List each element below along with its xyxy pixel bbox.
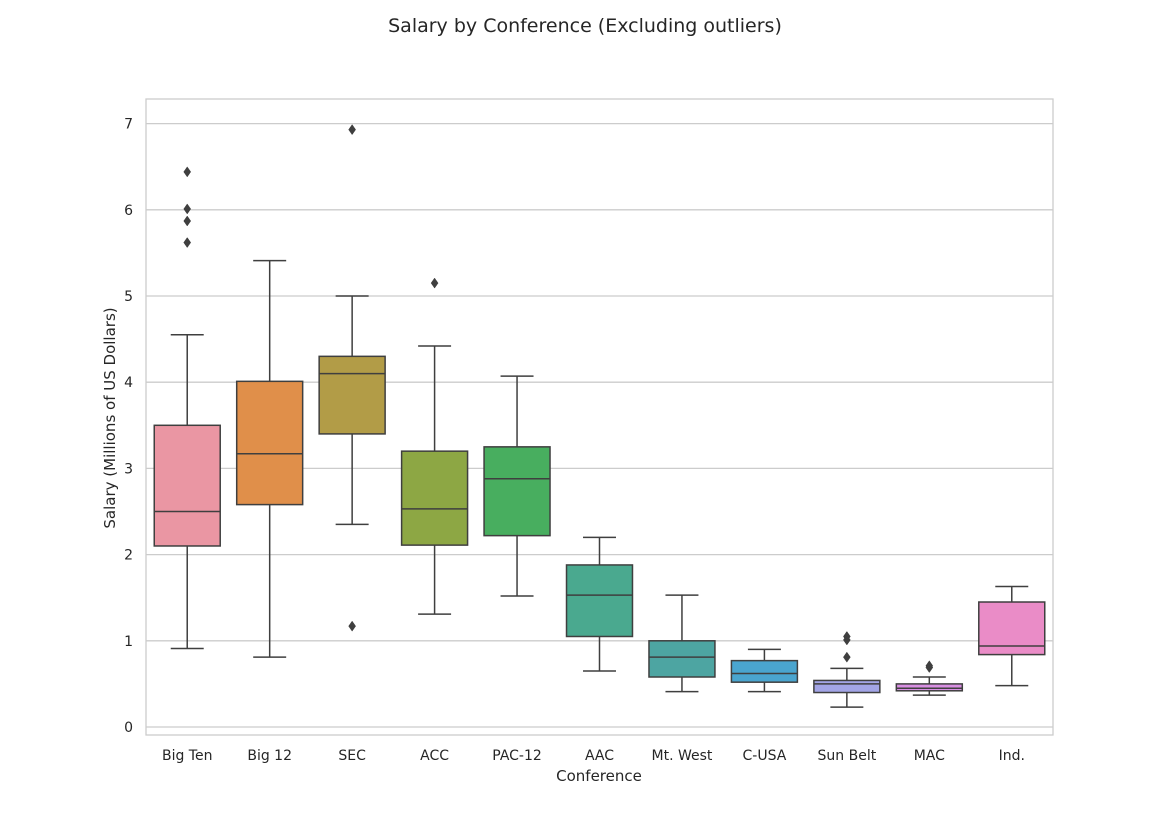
x-tick-1: Big 12: [247, 748, 292, 764]
box-iqr-5: [565, 564, 634, 638]
x-tick-0: Big Ten: [162, 748, 213, 764]
x-tick-2: SEC: [338, 748, 366, 764]
x-tick-labels: Big Ten Big 12 SEC ACC PAC-12 AAC Mt. West C-US…: [162, 748, 1025, 764]
x-tick-10: Ind.: [999, 748, 1025, 764]
y-tick-3: 3: [124, 461, 133, 477]
y-tick-6: 6: [124, 203, 133, 219]
y-tick-labels: 0 1 2 3 4 5 6 7: [124, 117, 133, 736]
box-group-2: [318, 124, 386, 632]
box-group-4: [483, 375, 551, 597]
box-iqr-9: [895, 683, 964, 692]
box-group-6: [648, 594, 716, 693]
x-tick-3: ACC: [420, 748, 449, 764]
y-tick-7: 7: [124, 117, 133, 133]
outlier-9-1: [925, 660, 934, 672]
x-tick-5: AAC: [585, 748, 614, 764]
box-group-3: [400, 277, 469, 615]
x-axis-label: Conference: [556, 767, 642, 785]
plot-frame: [145, 98, 1054, 736]
box-group-7: [730, 648, 799, 693]
box-group-5: [565, 536, 634, 672]
y-tick-2: 2: [124, 548, 133, 564]
box-group-1: [235, 259, 304, 658]
box-group-0: [153, 166, 221, 650]
y-tick-0: 0: [124, 720, 133, 736]
x-tick-9: MAC: [914, 748, 945, 764]
outlier-0-1: [183, 215, 192, 227]
x-tick-6: Mt. West: [652, 748, 713, 764]
box-iqr-7: [730, 659, 799, 683]
y-tick-1: 1: [124, 634, 133, 650]
y-tick-4: 4: [124, 375, 133, 391]
box-iqr-6: [648, 640, 716, 678]
box-iqr-1: [235, 380, 304, 506]
box-iqr-3: [400, 450, 469, 546]
x-tick-4: PAC-12: [492, 748, 542, 764]
chart-title: Salary by Conference (Excluding outliers…: [388, 15, 782, 37]
y-axis-label: Salary (Millions of US Dollars): [101, 307, 119, 528]
outlier-0-0: [183, 237, 192, 248]
outlier-8-0: [843, 651, 851, 663]
y-tick-5: 5: [124, 289, 133, 305]
outlier-8-2: [843, 631, 851, 642]
outlier-2-0: [348, 620, 356, 632]
outlier-3-0: [430, 277, 439, 289]
box-group-9: [895, 660, 964, 696]
box-iqr-2: [318, 355, 386, 435]
x-tick-7: C-USA: [743, 748, 787, 764]
box-group-8: [813, 631, 881, 708]
x-tick-8: Sun Belt: [818, 748, 877, 764]
box-iqr-4: [483, 446, 551, 537]
outlier-0-3: [183, 166, 192, 178]
box-iqr-8: [813, 679, 881, 694]
box-group-10: [978, 585, 1046, 687]
outlier-0-2: [183, 203, 192, 215]
boxes-layer: [153, 124, 1046, 708]
box-iqr-0: [153, 424, 221, 547]
outlier-2-1: [348, 124, 356, 136]
